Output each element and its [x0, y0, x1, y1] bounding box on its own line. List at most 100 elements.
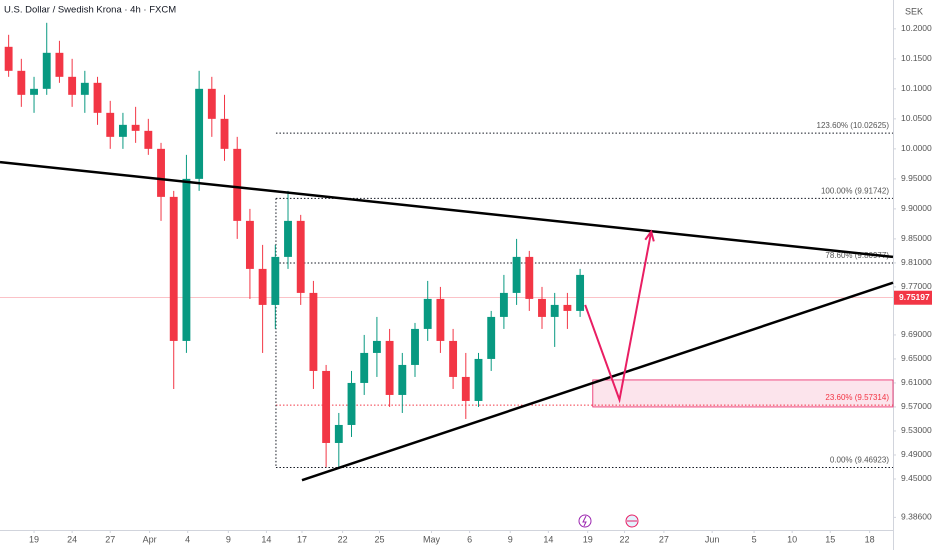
- candle-body: [449, 340, 458, 377]
- candle-body: [207, 88, 216, 119]
- y-tick-label: 9.81000: [901, 257, 932, 267]
- candle-body: [398, 364, 407, 395]
- candle-body: [93, 82, 102, 113]
- fib-label: 78.60% (9.80977): [825, 251, 889, 260]
- candle-body: [423, 298, 432, 329]
- candle-body: [461, 376, 470, 401]
- y-tick-label: 10.10000: [901, 83, 932, 93]
- event-icon-glyph: [582, 515, 587, 527]
- x-tick-label: 14: [543, 534, 553, 544]
- candle-body: [284, 220, 292, 257]
- currency: SEK: [905, 6, 923, 16]
- x-tick-label: 27: [105, 534, 115, 544]
- candle-body: [322, 370, 331, 443]
- event-icon: [578, 514, 592, 528]
- candle-body: [385, 340, 394, 395]
- candle-body: [68, 76, 77, 95]
- y-tick-label: 9.45000: [901, 473, 932, 483]
- candle-body: [42, 52, 51, 89]
- x-tick-label: 6: [467, 534, 472, 544]
- y-tick-label: 10.15000: [901, 53, 932, 63]
- x-tick-label: 14: [261, 534, 271, 544]
- candle-body: [55, 52, 64, 77]
- trendline: [301, 281, 894, 482]
- fib-label: 23.60% (9.57314): [825, 393, 889, 402]
- candle-body: [182, 178, 191, 341]
- x-tick-label: 19: [29, 534, 39, 544]
- candle-body: [550, 304, 559, 317]
- candle-body: [30, 88, 38, 95]
- fib-label: 0.00% (9.46923): [830, 456, 889, 465]
- candle-body: [360, 352, 369, 383]
- y-tick-label: 9.95000: [901, 173, 932, 183]
- x-tick-label: 9: [226, 534, 231, 544]
- x-tick-label: May: [423, 534, 441, 544]
- y-tick-label: 9.61000: [901, 377, 932, 387]
- x-tick-label: 27: [659, 534, 669, 544]
- event-icons: [578, 514, 639, 528]
- y-tick-label: 9.49000: [901, 449, 932, 459]
- target-zone: [592, 379, 894, 408]
- x-tick-label: 15: [825, 534, 835, 544]
- candle-body: [17, 70, 26, 95]
- candle-body: [499, 292, 508, 317]
- y-tick-label: 9.90000: [901, 203, 932, 213]
- candle-body: [474, 358, 483, 401]
- candle-body: [169, 196, 178, 341]
- trendline: [0, 160, 894, 259]
- fib-label: 100.00% (9.91742): [821, 187, 889, 196]
- x-tick-label: 25: [374, 534, 384, 544]
- y-tick-label: 10.05000: [901, 113, 932, 123]
- candle-body: [271, 256, 280, 305]
- candle-body: [144, 130, 153, 149]
- y-tick-label: 9.77000: [901, 281, 932, 291]
- candle-body: [220, 118, 229, 149]
- y-tick-label: 9.65000: [901, 353, 932, 363]
- x-tick-label: 9: [508, 534, 513, 544]
- x-tick-label: 18: [865, 534, 875, 544]
- x-tick-label: 17: [297, 534, 307, 544]
- y-tick-label: 9.53000: [901, 425, 932, 435]
- x-tick-label: 24: [67, 534, 77, 544]
- y-tick-label: 9.69000: [901, 329, 932, 339]
- x-tick-label: 5: [752, 534, 757, 544]
- candle-body: [80, 82, 89, 95]
- candle-body: [233, 148, 242, 221]
- x-tick-label: 22: [338, 534, 348, 544]
- x-tick-label: Apr: [143, 534, 157, 544]
- last-price-label: 9.75197: [899, 292, 930, 302]
- candle-body: [487, 316, 496, 359]
- candle-body: [436, 298, 445, 341]
- candle-body: [118, 124, 127, 137]
- x-tick-label: 19: [583, 534, 593, 544]
- projection-arrow: [584, 231, 653, 404]
- candle-body: [512, 256, 521, 293]
- candle-body: [372, 340, 381, 353]
- x-tick-label: 10: [787, 534, 797, 544]
- candle-body: [334, 424, 343, 443]
- candle-body: [4, 46, 13, 71]
- candle-body: [309, 292, 318, 371]
- fib-label: 123.60% (10.02625): [817, 121, 890, 130]
- candle-body: [245, 220, 254, 269]
- candle-body: [106, 112, 115, 137]
- candle-body: [525, 256, 534, 299]
- candle-body: [296, 220, 305, 293]
- candle-body: [157, 148, 165, 197]
- candle-body: [258, 268, 267, 305]
- arrow-head: [644, 229, 655, 242]
- y-tick-label: 9.38600: [901, 512, 932, 522]
- y-tick-label: 9.85000: [901, 233, 932, 243]
- x-tick-label: 4: [185, 534, 190, 544]
- x-tick-label: 22: [620, 534, 630, 544]
- x-tick-label: Jun: [705, 534, 720, 544]
- y-tick-label: 9.57000: [901, 401, 932, 411]
- candle-body: [131, 124, 140, 131]
- candle-body: [538, 298, 546, 317]
- y-tick-label: 10.20000: [901, 23, 932, 33]
- y-tick-label: 10.00000: [901, 143, 932, 153]
- candle-body: [576, 274, 585, 311]
- chart-title: U.S. Dollar / Swedish Krona · 4h · FXCM: [4, 5, 176, 16]
